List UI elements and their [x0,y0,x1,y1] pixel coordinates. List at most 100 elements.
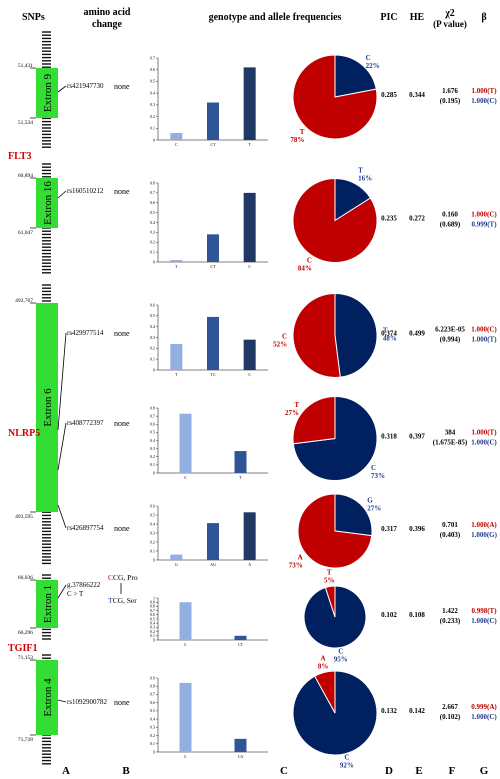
aa-bottom-first: T [108,596,113,605]
pie-slice-red [292,177,378,263]
pie-red-pct: 52% [273,341,287,349]
y-tick-label: 0.2 [150,114,155,119]
genotype-bar [170,554,183,560]
snp-id: rs1092900782 [67,698,108,706]
svg-text:CCG, Pro: CCG, Pro [108,573,138,582]
exon-label: Extron 9 [42,73,54,112]
beta-1: 1.000(T) [471,429,497,437]
aa-change: none [114,698,130,707]
y-tick-label: 0.9 [150,675,155,680]
aa-top-first: C [108,573,113,582]
genotype-bar [179,413,192,473]
chi-value: 384 [445,429,456,437]
beta-1: 1.000(A) [471,521,497,529]
pie-red-pct: 27% [285,409,299,417]
y-tick-label: 0.6 [150,67,155,72]
pie-slice-red [324,585,336,618]
y-tick-label: 0 [153,137,155,142]
y-tick-label: 0 [153,367,155,372]
y-tick-label: 0.6 [150,503,155,508]
genotype-label: C [248,372,251,377]
exon-end: 61,047 [18,230,33,236]
y-tick-label: 0.2 [150,539,155,544]
y-tick-label: 0.4 [150,90,155,95]
header-he: HE [410,12,425,23]
y-tick-label: 0.3 [150,530,155,535]
beta-2: 1.000(C) [471,713,497,721]
pie-red-allele: A [298,553,303,561]
genotype-bar [243,192,256,262]
genotype-label: CT [210,264,216,269]
y-tick-label: 0.6 [150,700,155,705]
genotype-bar [234,451,247,473]
y-tick-label: 0.5 [150,430,155,435]
genotype-label: T [248,142,251,147]
y-tick-label: 0.4 [150,716,155,721]
y-tick-label: 0.3 [150,446,155,451]
genotype-bar [207,102,219,140]
pie-slice-blue [334,292,378,378]
p-value: (1.675E-85) [433,439,468,447]
genotype-bar [179,602,192,640]
beta-2: 0.999(T) [471,221,497,229]
chi-value: 0.701 [442,521,458,529]
y-tick-label: 0.2 [150,240,155,245]
y-tick-label: 0.4 [150,220,155,225]
y-tick-label: 0.3 [150,230,155,235]
y-tick-label: 0.2 [150,629,155,634]
y-tick-label: 0 [153,637,155,642]
pie-blue-pct: 22% [366,62,380,70]
y-tick-label: 0.3 [150,335,155,340]
pie-blue-pct: 16% [358,174,372,182]
y-tick-label: 0.5 [150,313,155,318]
exon-label: Extron 1 [42,585,54,623]
pie-red-allele: T [294,401,299,409]
y-tick-label: 0.5 [150,79,155,84]
genotype-label: CT [238,642,244,647]
aa-change: none [114,524,130,533]
pie-blue-pct: 73% [371,472,385,480]
aa-change: none [114,187,130,196]
y-tick-label: 0.3 [150,102,155,107]
exons: Extron 9 51,431 51,534 Extron 16 60,894 61,04… [15,63,58,743]
pie-red-pct: 78% [290,136,304,144]
panel-label: D [385,765,393,777]
pie-slice-red [297,493,373,569]
pie-red-pct: 73% [289,561,303,569]
svg-text:TCG, Ser: TCG, Ser [108,596,137,605]
pic-value: 0.318 [381,433,397,441]
genotype-label: C [248,264,251,269]
y-tick-label: 0.2 [150,346,155,351]
y-tick-label: 0.7 [150,413,155,418]
y-tick-label: 0.4 [150,324,155,329]
genotype-label: TC [210,372,215,377]
snp-id: rs160510212 [67,187,104,195]
aa-change: none [114,419,130,428]
y-tick-label: 0.8 [150,405,155,410]
panel-label: E [415,765,422,777]
exon-start: 60,894 [18,173,33,179]
genotype-label: G [175,562,178,567]
genotype-label: C [175,142,178,147]
p-value: (0.195) [440,97,461,105]
he-value: 0.108 [409,611,425,619]
genotype-label: C [184,642,187,647]
genotype-bar [170,260,183,262]
exon-start: 51,431 [18,63,33,69]
genotype-bar [243,67,256,140]
exon-end: 51,534 [18,120,33,126]
panel-labels: A B C D E F G [62,765,489,777]
pie-red-allele: C [307,257,312,265]
exon-box [36,580,58,628]
panel-label: F [449,765,456,777]
genotype-label: CA [238,754,244,759]
pie-slice-red [314,670,336,714]
he-value: 0.499 [409,330,425,338]
beta-2: 1.000(C) [471,439,497,447]
pie-blue-pct: 92% [340,761,354,769]
